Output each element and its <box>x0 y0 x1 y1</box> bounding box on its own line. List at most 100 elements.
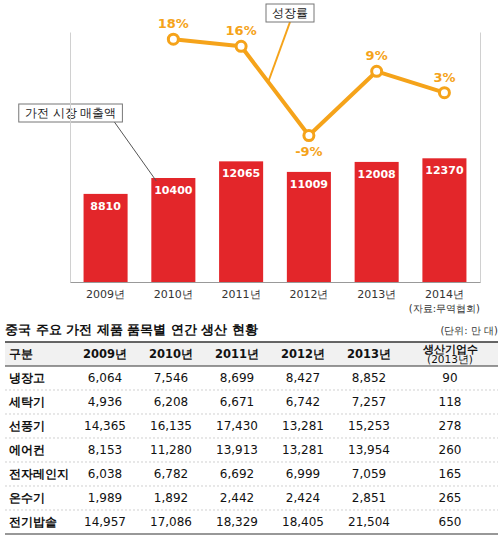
table-cell: 1,892 <box>154 491 188 505</box>
x-tick-label: 2013년 <box>357 288 396 301</box>
line-label: 9% <box>366 48 388 63</box>
x-tick: 2009년 <box>86 288 125 301</box>
bar <box>219 161 263 282</box>
row-rule <box>5 462 498 463</box>
row-rule <box>5 390 498 391</box>
table-cell: 14,365 <box>84 419 126 433</box>
table-cell: 14,957 <box>84 515 126 529</box>
table-cell: 11,280 <box>150 443 192 457</box>
x-tick: 2011년 <box>222 288 261 301</box>
column-header: 구분 <box>9 347 33 361</box>
column-header: 2009년 <box>83 347 127 361</box>
table-cell: 6,671 <box>220 395 254 409</box>
y2-axis-line <box>480 33 481 283</box>
header-rule <box>5 366 498 367</box>
table-cell: 8,427 <box>286 371 320 385</box>
table-cell: 2,442 <box>220 491 254 505</box>
table-cell: 260 <box>439 443 462 457</box>
plot-marks <box>84 34 467 282</box>
table: 중국 주요 가전 제품 품목별 연간 생산 현황 (단위: 만 대) 구분 2009년… <box>5 322 498 534</box>
bar-label: 12008 <box>358 168 396 181</box>
table-cell: 90 <box>442 371 457 385</box>
table-cell: 7,059 <box>352 467 386 481</box>
callout: 가전 시장 매출액 <box>19 104 157 181</box>
row-header: 전기밥솥 <box>9 515 57 529</box>
x-tick-label: 2009년 <box>86 288 125 301</box>
bar <box>84 194 128 282</box>
table-cell: 17,086 <box>150 515 192 529</box>
bar <box>355 162 399 282</box>
row-header: 온수기 <box>9 491 45 505</box>
callout-leader <box>114 122 156 181</box>
line-marker <box>168 34 178 44</box>
x-tick-label: 2010년 <box>154 288 193 301</box>
y-axis <box>70 33 71 283</box>
bar <box>287 172 331 282</box>
row-header: 전자레인지 <box>9 467 69 481</box>
row-rule <box>5 438 498 439</box>
x-tick-label: 2014년 <box>425 288 464 301</box>
x-tick: 2010년 <box>154 288 193 301</box>
callout-leader <box>268 22 290 82</box>
line-marker <box>304 131 314 141</box>
table-cell: 2,424 <box>286 491 320 505</box>
bar-label: 12065 <box>222 167 260 180</box>
table-cell: 278 <box>439 419 462 433</box>
line-label: 16% <box>226 23 257 38</box>
y2-axis <box>480 33 481 283</box>
row-rule <box>5 486 498 487</box>
table-cell: 15,253 <box>348 419 390 433</box>
table-cell: 265 <box>439 491 462 505</box>
table-cell: 13,281 <box>282 443 324 457</box>
page: 8810104001206511009120081237018%16%-9%9%… <box>0 0 503 545</box>
bar <box>151 178 195 282</box>
table-cell: 118 <box>439 395 462 409</box>
source: (자료:무역협회) <box>409 303 480 314</box>
table-cell: 7,546 <box>154 371 188 385</box>
line <box>173 39 444 135</box>
table-cell: 6,742 <box>286 395 320 409</box>
line-marker <box>439 88 449 98</box>
canvas-svg: 8810104001206511009120081237018%16%-9%9%… <box>0 0 503 545</box>
row-header: 세탁기 <box>8 395 45 409</box>
row-rule <box>5 510 498 511</box>
table-cell: 13,954 <box>348 443 390 457</box>
x-tick-label: 2012년 <box>289 288 328 301</box>
x-tick-label: 2011년 <box>222 288 261 301</box>
table-cell: 18,329 <box>216 515 258 529</box>
table-cell: 21,504 <box>348 515 390 529</box>
table-unit: (단위: 만 대) <box>440 325 498 336</box>
x-axis-line <box>71 282 481 283</box>
table-title: 중국 주요 가전 제품 품목별 연간 생산 현황 <box>5 322 258 337</box>
x-tick: 2012년 <box>289 288 328 301</box>
line-label: 18% <box>158 16 189 31</box>
table-cell: 8,699 <box>220 371 254 385</box>
callout: 성장률 <box>266 4 314 82</box>
line-label: -9% <box>295 144 322 159</box>
table-cell: 6,692 <box>220 467 254 481</box>
series-name: 성장률 <box>272 6 308 20</box>
table-cell: 1,989 <box>88 491 122 505</box>
bar-label: 11009 <box>290 178 328 191</box>
bar-label: 12370 <box>425 164 464 177</box>
table-bottom-rule <box>5 533 498 534</box>
table-cell: 8,852 <box>352 371 386 385</box>
table-cell: 2,851 <box>352 491 386 505</box>
table-cell: 6,038 <box>88 467 122 481</box>
row-rule <box>5 414 498 415</box>
table-cell: 4,936 <box>88 395 122 409</box>
column-header: 2010년 <box>149 347 193 361</box>
column-header: 2012년 <box>281 347 325 361</box>
chart-texts: 8810104001206511009120081237018%16%-9%9%… <box>19 4 480 314</box>
table-cell: 17,430 <box>216 419 258 433</box>
row-header: 에어컨 <box>9 443 45 457</box>
bar-label: 8810 <box>90 200 121 213</box>
line-label: 3% <box>433 70 455 85</box>
table-cell: 165 <box>439 467 462 481</box>
table-cell: 13,281 <box>282 419 324 433</box>
callout-box <box>266 4 314 22</box>
table-cell: 6,782 <box>154 467 188 481</box>
header-bg <box>5 342 498 366</box>
row-header: 선풍기 <box>9 419 45 433</box>
table-cell: 18,405 <box>282 515 324 529</box>
